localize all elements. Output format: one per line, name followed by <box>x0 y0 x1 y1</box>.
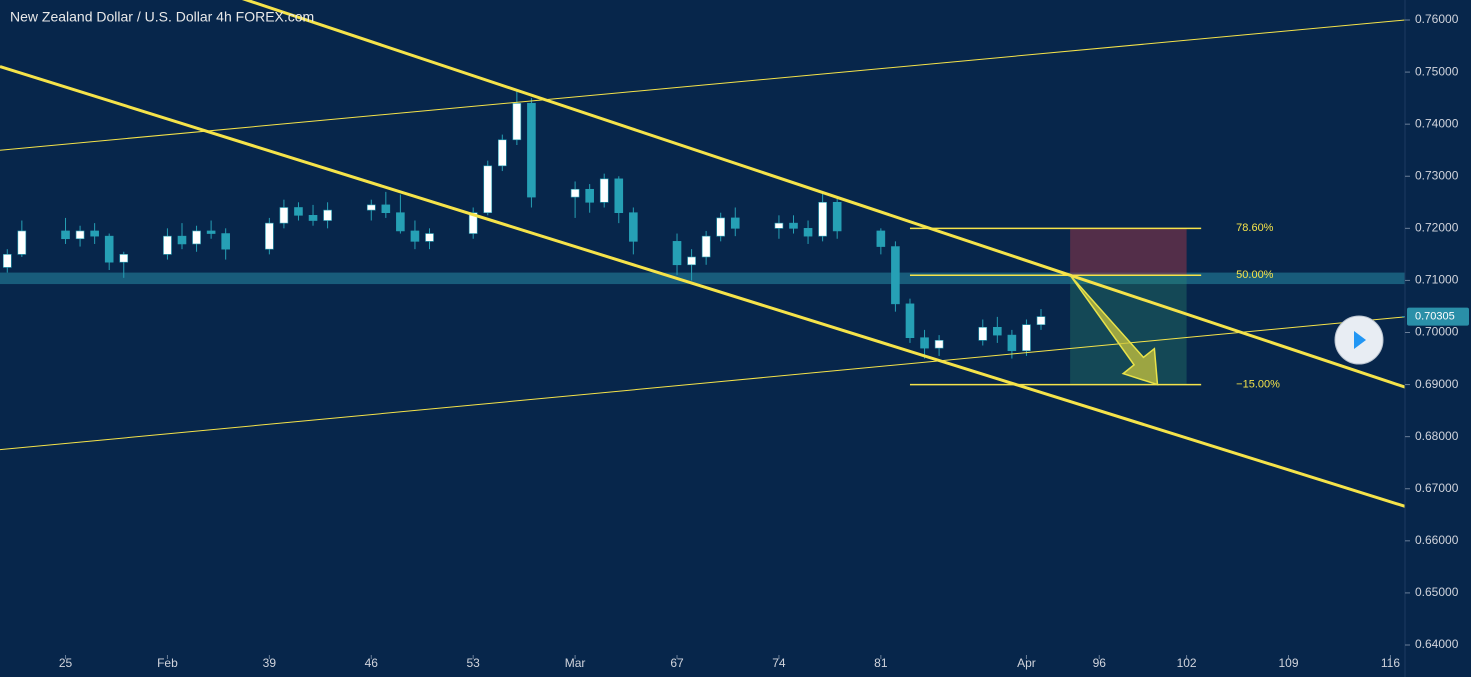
candle-body <box>570 188 580 198</box>
candle-body <box>599 178 609 203</box>
candle-body <box>891 246 900 305</box>
last-price-box <box>1407 307 1469 326</box>
fib-label: 50.00% <box>1236 269 1274 281</box>
y-tick-label: 0.69000 <box>1415 377 1459 391</box>
arrow-shape <box>1069 274 1159 386</box>
y-tick-label: 0.64000 <box>1415 637 1459 651</box>
candle-body <box>2 254 12 268</box>
x-tick-label: 81 <box>874 656 888 670</box>
candle-body <box>730 217 740 229</box>
x-tick-label: 74 <box>772 656 786 670</box>
candle-body <box>119 254 129 263</box>
candle-body <box>818 201 827 237</box>
candle-body <box>498 139 507 167</box>
candle-body <box>75 230 85 240</box>
x-tick-label: 25 <box>59 656 73 670</box>
candle-body <box>61 230 70 240</box>
candle-body <box>672 241 682 266</box>
candle-body <box>410 230 420 242</box>
candle-body <box>468 212 478 234</box>
x-tick-label: 53 <box>467 656 481 670</box>
candle-body <box>905 303 915 339</box>
x-tick-label: 67 <box>670 656 684 670</box>
candle-body <box>366 204 376 211</box>
candle-body <box>177 235 187 245</box>
x-tick-label: Feb <box>157 656 178 670</box>
candle-body <box>163 235 172 255</box>
candle-body <box>1007 334 1017 352</box>
y-tick-label: 0.74000 <box>1415 116 1459 130</box>
y-tick-label: 0.72000 <box>1415 221 1459 235</box>
candle-body <box>832 201 842 232</box>
candle-body <box>396 212 405 232</box>
candle-body <box>629 212 638 242</box>
candle-body <box>104 235 114 263</box>
x-tick-label: Mar <box>565 656 586 670</box>
candle-body <box>687 256 696 266</box>
forecast-arrow <box>1069 274 1159 386</box>
x-tick-label: Apr <box>1017 656 1036 670</box>
y-tick-label: 0.75000 <box>1415 64 1459 78</box>
candle-body <box>993 326 1002 336</box>
candle-body <box>265 222 274 250</box>
candle-body <box>17 230 27 255</box>
candle-body <box>90 230 99 237</box>
y-tick-label: 0.73000 <box>1415 168 1459 182</box>
candle-body <box>920 337 929 349</box>
x-tick-label: 39 <box>263 656 277 670</box>
y-tick-label: 0.67000 <box>1415 481 1459 495</box>
candle-body <box>1022 324 1031 352</box>
candle-body <box>1036 316 1046 325</box>
candle-body <box>512 103 522 141</box>
plot-area <box>0 0 1405 508</box>
x-tick-label: 102 <box>1177 656 1197 670</box>
candle-body <box>803 228 813 237</box>
chart-title: New Zealand Dollar / U.S. Dollar 4h FORE… <box>10 9 314 25</box>
play-button[interactable] <box>1334 315 1384 365</box>
candle-body <box>978 326 988 341</box>
candle-body <box>585 188 594 203</box>
candle-body <box>876 230 886 247</box>
stop-zone <box>1070 228 1187 276</box>
y-tick-label: 0.65000 <box>1415 585 1459 599</box>
fib-label: 78.60% <box>1236 222 1274 234</box>
y-tick-label: 0.66000 <box>1415 533 1459 547</box>
candle-body <box>789 222 798 229</box>
trendline <box>0 65 1405 508</box>
candle-body <box>308 215 318 221</box>
candle-body <box>192 230 201 245</box>
candle-body <box>381 204 391 214</box>
trendline <box>0 316 1405 451</box>
candle-body <box>614 178 624 214</box>
candle-body <box>934 340 944 349</box>
y-tick-label: 0.68000 <box>1415 429 1459 443</box>
last-price-label: 0.70305 <box>1415 311 1455 323</box>
candle-body <box>701 235 711 258</box>
y-tick-label: 0.71000 <box>1415 273 1459 287</box>
candle-body <box>221 233 230 250</box>
candle-body <box>279 207 289 224</box>
y-tick-label: 0.76000 <box>1415 12 1459 26</box>
candle-body <box>527 103 536 198</box>
fib-label: −15.00% <box>1236 378 1280 390</box>
candle-body <box>323 209 332 221</box>
candle-body <box>774 222 784 229</box>
candle-body <box>483 165 493 214</box>
x-tick-label: 116 <box>1381 656 1400 670</box>
candle-body <box>294 207 303 216</box>
candle-body <box>206 230 216 234</box>
trendline <box>241 0 1405 389</box>
trendline <box>0 19 1405 151</box>
y-tick-label: 0.70000 <box>1415 325 1459 339</box>
candle-body <box>425 233 434 242</box>
support-zone <box>0 272 1405 285</box>
target-zone <box>1070 275 1187 385</box>
x-tick-label: 46 <box>365 656 379 670</box>
candle-body <box>716 217 725 237</box>
x-tick-label: 109 <box>1279 656 1299 670</box>
x-tick-label: 96 <box>1093 656 1107 670</box>
